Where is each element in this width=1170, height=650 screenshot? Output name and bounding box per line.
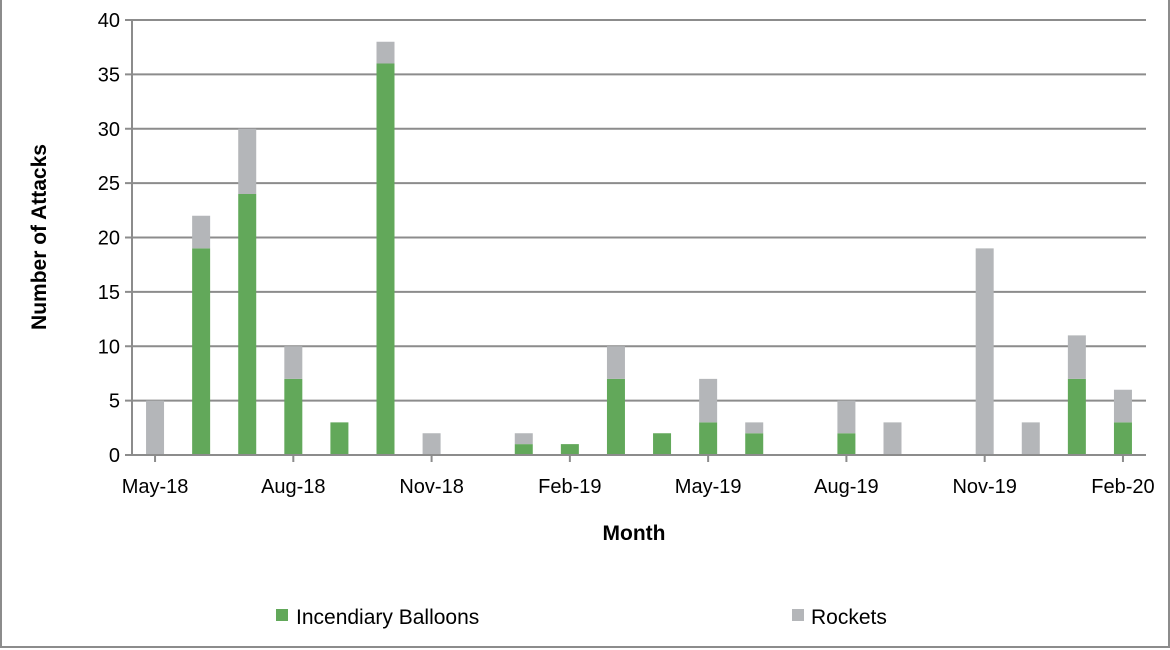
- x-tick-label: May-18: [122, 476, 189, 498]
- y-tick-label: 0: [109, 445, 120, 467]
- y-tick-label: 30: [98, 119, 120, 141]
- y-tick-label: 25: [98, 173, 120, 195]
- bar-rockets-May-18: [146, 400, 165, 455]
- legend-label-rockets: Rockets: [811, 606, 887, 629]
- bar-incendiary-balloons-Feb-20: [1113, 422, 1132, 455]
- x-tick-label: Nov-19: [952, 476, 1016, 498]
- bar-incendiary-balloons-Apr-19: [653, 433, 672, 455]
- legend-swatch-incendiary-balloons: [276, 609, 288, 621]
- bar-incendiary-balloons-Oct-18: [376, 63, 395, 455]
- y-tick-label: 35: [98, 64, 120, 86]
- bar-rockets-Aug-18: [284, 346, 303, 379]
- bar-rockets-Feb-20: [1113, 389, 1132, 423]
- bar-incendiary-balloons-Feb-19: [560, 444, 579, 455]
- x-tick-label: Feb-20: [1091, 476, 1154, 498]
- bar-rockets-Nov-18: [422, 433, 441, 455]
- x-tick-label: Feb-19: [538, 476, 601, 498]
- x-axis-title: Month: [603, 522, 666, 545]
- gridlines: [132, 19, 1146, 402]
- x-tick-label: Nov-18: [399, 476, 463, 498]
- x-tick-label: Aug-18: [261, 476, 326, 498]
- y-axis-title: Number of Attacks: [28, 144, 51, 330]
- bar-rockets-Dec-19: [1021, 422, 1040, 455]
- y-tick-labels: 0 5 10 15 20 25 30 35 40: [98, 10, 120, 467]
- legend: Incendiary Balloons Rockets: [276, 606, 887, 629]
- x-tick-labels: May-18 Aug-18 Nov-18 Feb-19 May-19 Aug-19 Nov-…: [122, 476, 1155, 498]
- bar-rockets-Jul-18: [238, 128, 257, 194]
- y-tick-label: 20: [98, 228, 120, 250]
- bar-rockets-Mar-19: [606, 346, 625, 379]
- bar-rockets-Jun-19: [745, 422, 764, 434]
- x-tick-label: May-19: [675, 476, 742, 498]
- bar-incendiary-balloons-Jan-20: [1067, 378, 1086, 455]
- bars: [146, 41, 1132, 455]
- y-tick-label: 5: [109, 391, 120, 413]
- bar-rockets-Jan-19: [514, 433, 533, 445]
- y-tick-label: 15: [98, 282, 120, 304]
- legend-swatch-rockets: [792, 609, 804, 621]
- x-tick-label: Aug-19: [814, 476, 879, 498]
- bar-rockets-Aug-19: [837, 400, 856, 434]
- bar-incendiary-balloons-Jan-19: [514, 444, 533, 455]
- y-tick-label: 10: [98, 336, 120, 358]
- bar-incendiary-balloons-Aug-18: [284, 378, 303, 455]
- legend-label-incendiary-balloons: Incendiary Balloons: [296, 606, 479, 629]
- bar-incendiary-balloons-May-19: [699, 422, 718, 455]
- bar-incendiary-balloons-Sep-18: [330, 422, 349, 455]
- bar-rockets-Jun-18: [192, 215, 211, 249]
- axes: [125, 19, 1146, 462]
- y-tick-label: 40: [98, 10, 120, 32]
- bar-rockets-Oct-18: [376, 41, 395, 64]
- bar-incendiary-balloons-Jun-19: [745, 433, 764, 455]
- bar-incendiary-balloons-Mar-19: [606, 378, 625, 455]
- bar-rockets-Nov-19: [975, 248, 994, 455]
- bar-rockets-Sep-19: [883, 422, 902, 455]
- bar-incendiary-balloons-Aug-19: [837, 433, 856, 455]
- bar-incendiary-balloons-Jun-18: [192, 248, 211, 455]
- bar-rockets-May-19: [699, 378, 718, 423]
- bar-incendiary-balloons-Jul-18: [238, 194, 257, 455]
- bar-rockets-Jan-20: [1067, 335, 1086, 379]
